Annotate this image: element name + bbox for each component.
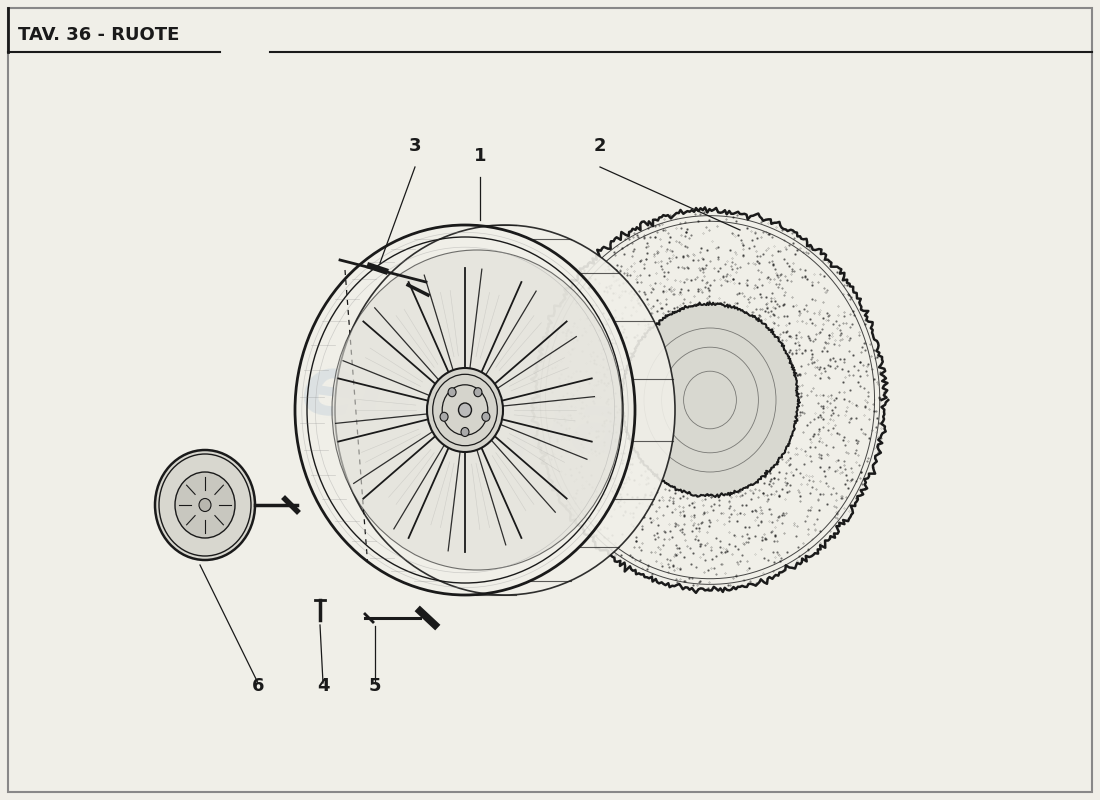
Text: 6: 6 (252, 677, 264, 695)
Text: 3: 3 (409, 137, 421, 155)
Ellipse shape (448, 388, 456, 397)
Ellipse shape (474, 388, 482, 397)
Ellipse shape (336, 225, 675, 595)
Ellipse shape (427, 368, 503, 452)
Ellipse shape (459, 403, 472, 417)
Text: 1: 1 (474, 147, 486, 165)
Ellipse shape (332, 250, 622, 570)
Polygon shape (621, 302, 800, 498)
Text: 4: 4 (317, 677, 329, 695)
Ellipse shape (440, 412, 448, 422)
Ellipse shape (461, 427, 469, 437)
Ellipse shape (199, 498, 211, 511)
Text: TAV. 36 - RUOTE: TAV. 36 - RUOTE (18, 26, 179, 44)
Text: 2: 2 (594, 137, 606, 155)
Ellipse shape (175, 472, 235, 538)
Text: 5: 5 (368, 677, 382, 695)
Text: europarts: europarts (296, 348, 763, 492)
Ellipse shape (155, 450, 255, 560)
Ellipse shape (482, 412, 490, 422)
